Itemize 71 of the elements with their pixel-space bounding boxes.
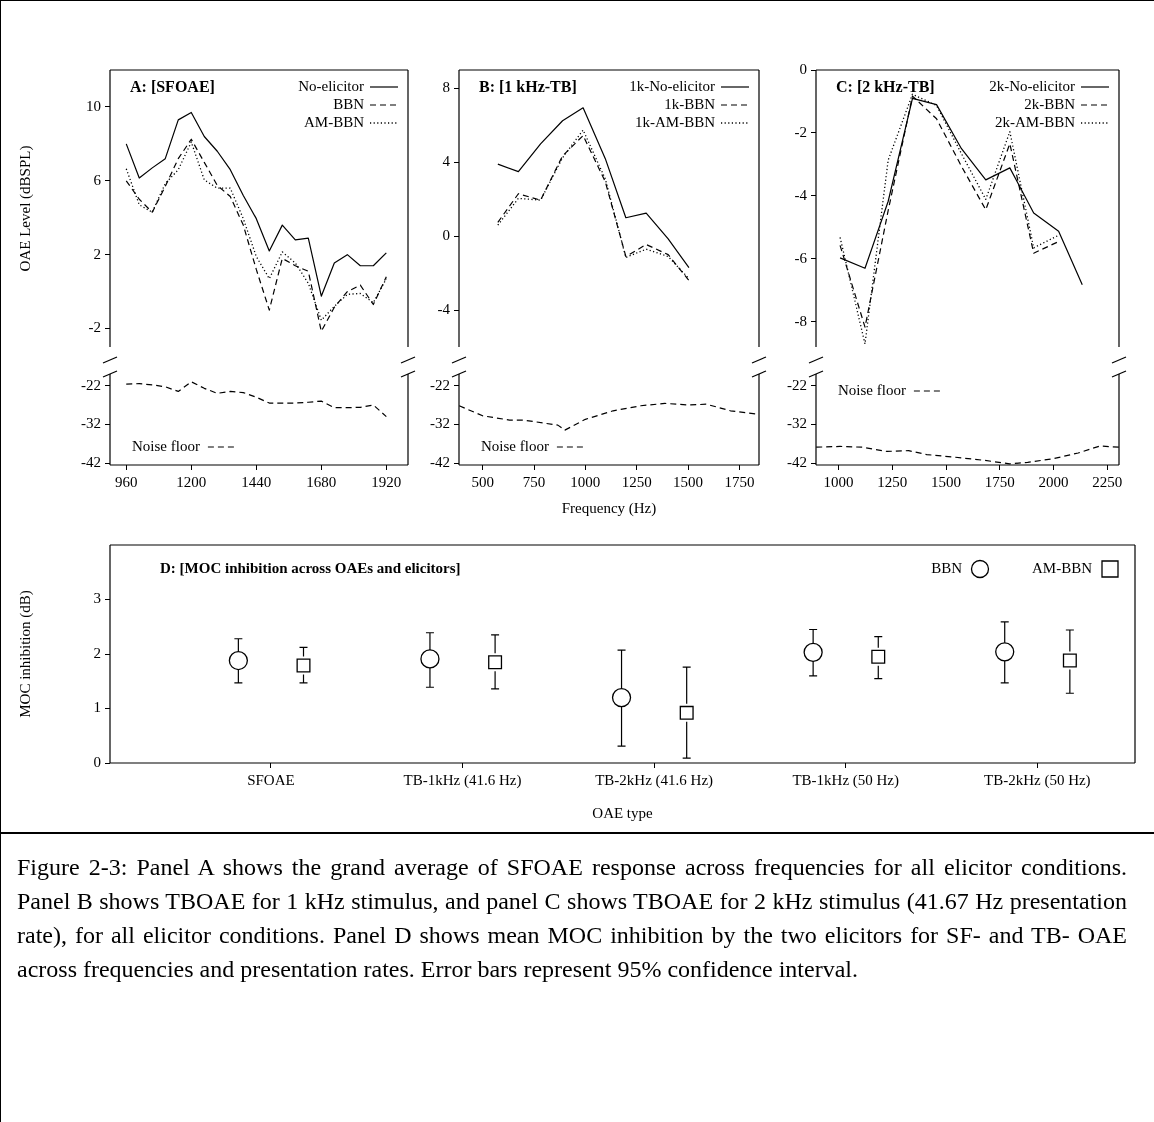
- y-tick-label: 4: [442, 153, 451, 170]
- x-tick-label: TB-2kHz (50 Hz): [983, 771, 1091, 789]
- x-tick-label: 500: [471, 473, 494, 490]
- y-tick-label: -22: [430, 376, 450, 393]
- y-tick-label: -2: [88, 319, 101, 336]
- y-tick-label: -22: [787, 376, 807, 393]
- y-tick-label: 6: [93, 171, 102, 188]
- y-tick-label: 8: [442, 79, 450, 96]
- x-tick-label: 2000: [1038, 473, 1069, 490]
- legend-label: 1k-No-elicitor: [629, 77, 715, 94]
- y-axis-title: OAE Level (dBSPL): [16, 145, 34, 272]
- legend-label: BBN: [333, 95, 365, 112]
- x-tick-label: 1200: [176, 473, 207, 490]
- y-tick-label: -6: [794, 249, 808, 266]
- x-tick-label: 1440: [241, 473, 272, 490]
- y-tick-label: -32: [430, 415, 450, 432]
- x-axis-title: Frequency (Hz): [561, 499, 657, 517]
- x-tick-label: 1250: [621, 473, 652, 490]
- y-tick-label: 2: [93, 245, 101, 262]
- caption: Figure 2-3: Panel A shows the grand average of SFOAE response across frequencies for all elicitor conditions. Panel B shows TBOAE for 1 kHz stimulus, and panel C shows TBOAE for 2 kHz stimulus (41.67 Hz presentation rate), for all elicitor conditions. Panel D shows mean MOC inhibition by the two elicitors for SF- and TB- OAE across frequencies and presentation rates. Error bars represent 95% confidence interval.: [17, 853, 1127, 984]
- y-tick-label: -22: [81, 376, 101, 393]
- y-axis-title: MOC inhibition (dB): [16, 590, 34, 718]
- x-tick-label: 960: [115, 473, 138, 490]
- y-tick-label: -32: [787, 415, 807, 432]
- legend-label: No-elicitor: [298, 77, 364, 94]
- y-tick-label: -4: [794, 186, 808, 203]
- text: C: [2 kHz-TB]: [836, 78, 935, 96]
- x-tick-label: 1500: [673, 473, 704, 490]
- legend-label: AM-BBN: [303, 113, 365, 130]
- y-tick-label: 3: [93, 590, 101, 607]
- y-tick-label: -32: [81, 415, 101, 432]
- y-tick-label: -42: [787, 454, 807, 470]
- x-tick-label: TB-1kHz (50 Hz): [792, 771, 900, 789]
- x-tick-label: TB-2kHz (41.6 Hz): [595, 771, 714, 789]
- y-tick-label: -8: [794, 312, 807, 329]
- x-tick-label: 1750: [724, 473, 755, 490]
- legend-label: 1k-AM-BBN: [634, 113, 716, 130]
- x-tick-label: TB-1kHz (41.6 Hz): [403, 771, 522, 789]
- legend-label: 2k-No-elicitor: [989, 77, 1075, 94]
- y-tick-label: 0: [93, 753, 101, 770]
- x-tick-label: 1000: [570, 473, 601, 490]
- legend-label: Noise floor: [838, 381, 906, 398]
- y-tick-label: 10: [86, 97, 101, 114]
- x-tick-label: 1250: [877, 473, 908, 490]
- text: D: [MOC inhibition across OAEs and elicitors]: [160, 559, 461, 576]
- legend-label: 2k-BBN: [1024, 95, 1076, 112]
- y-tick-label: 0: [442, 227, 450, 244]
- legend-label: Noise floor: [132, 437, 200, 454]
- x-tick-label: 1000: [823, 473, 854, 490]
- y-tick-label: -4: [437, 301, 451, 317]
- x-tick-label: 1500: [931, 473, 962, 490]
- legend-label: 2k-AM-BBN: [994, 113, 1076, 130]
- y-tick-label: 2: [93, 644, 101, 661]
- y-tick-label: -2: [794, 123, 807, 140]
- x-tick-label: 1750: [984, 473, 1015, 490]
- y-tick-label: -42: [430, 454, 450, 470]
- y-tick-label: 0: [799, 60, 807, 77]
- x-axis-title: OAE type: [592, 804, 654, 821]
- legend-label: BBN: [931, 559, 963, 576]
- text: B: [1 kHz-TB]: [479, 78, 577, 96]
- legend-label: AM-BBN: [1031, 559, 1093, 576]
- y-tick-label: 1: [93, 699, 101, 716]
- x-tick-label: 750: [522, 473, 546, 490]
- legend-label: Noise floor: [481, 437, 549, 454]
- text: A: [SFOAE]: [130, 78, 215, 96]
- y-tick-label: -42: [81, 454, 101, 470]
- x-tick-label: 1680: [306, 473, 337, 490]
- legend-label: 1k-BBN: [664, 95, 716, 112]
- x-tick-label: SFOAE: [247, 771, 295, 788]
- x-tick-label: 1920: [371, 473, 402, 490]
- x-tick-label: 2250: [1092, 473, 1123, 490]
